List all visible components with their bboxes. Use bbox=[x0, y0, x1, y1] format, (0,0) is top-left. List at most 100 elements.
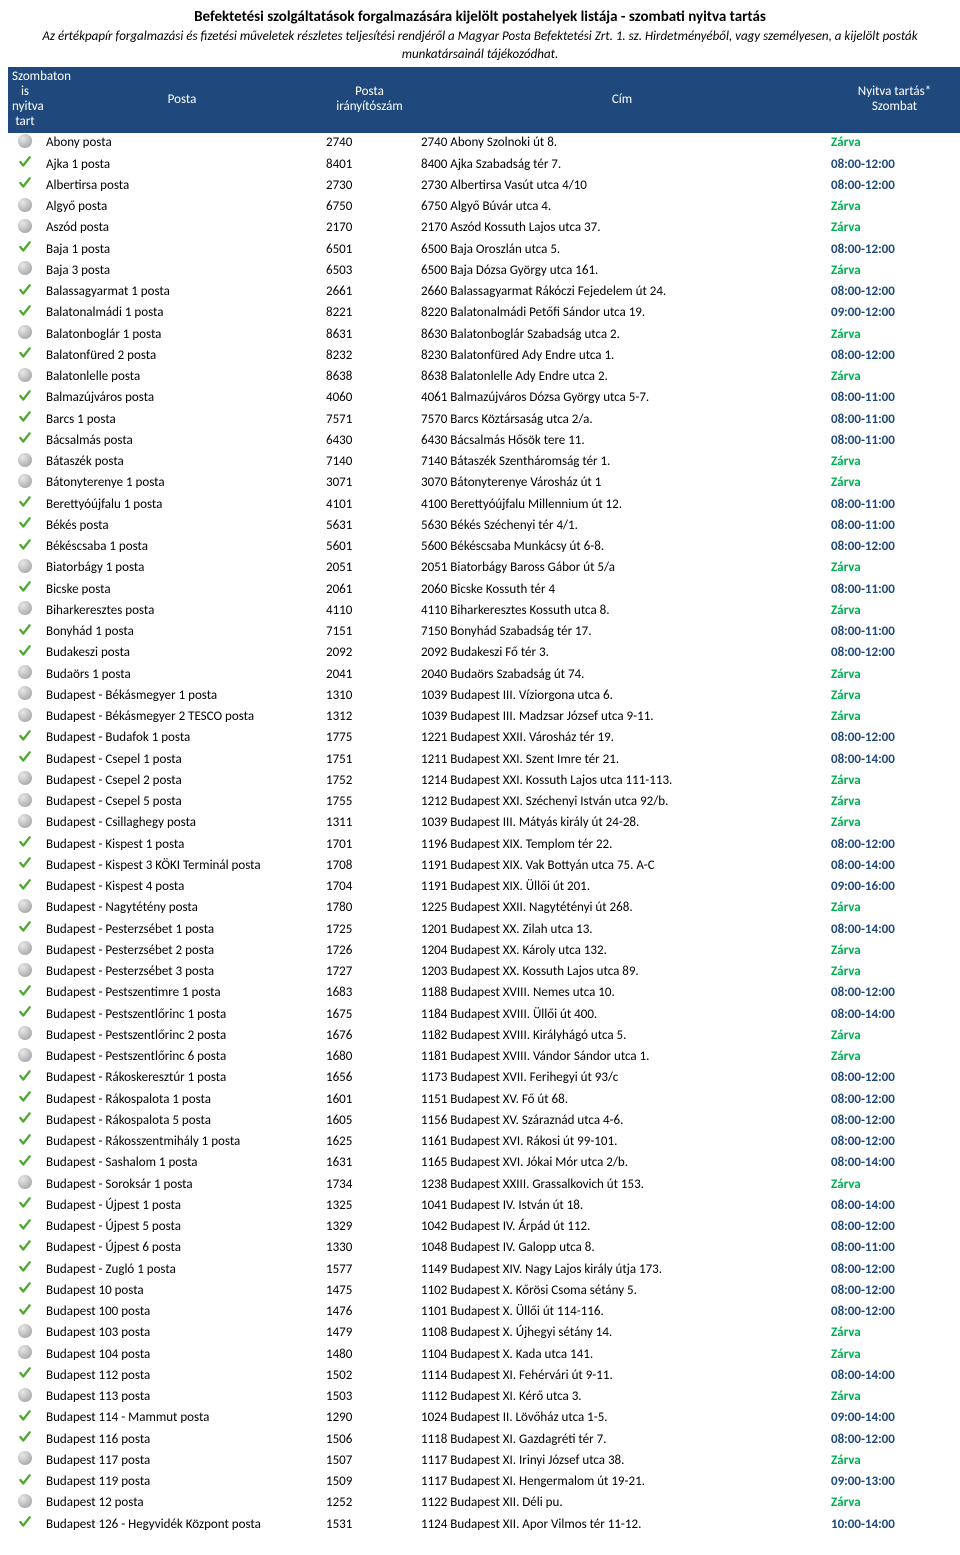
cell-address: 1039 Budapest III. Víziorgona utca 6. bbox=[417, 685, 827, 706]
cell-zip: 6503 bbox=[322, 260, 417, 281]
cell-hours: 08:00-14:00 bbox=[827, 749, 960, 770]
cell-address: 1149 Budapest XIV. Nagy Lajos király útj… bbox=[417, 1259, 827, 1280]
cell-zip: 1656 bbox=[322, 1068, 417, 1089]
cell-posta: Budapest 103 posta bbox=[42, 1323, 322, 1344]
cell-zip: 1727 bbox=[322, 962, 417, 983]
cell-posta: Budapest - Újpest 5 posta bbox=[42, 1217, 322, 1238]
cell-posta: Baja 1 posta bbox=[42, 239, 322, 260]
table-row: Budapest - Csepel 2 posta17521214 Budape… bbox=[8, 770, 960, 791]
cell-posta: Budapest - Pestszentlőrinc 2 posta bbox=[42, 1025, 322, 1046]
open-check-icon bbox=[8, 1514, 42, 1535]
cell-zip: 1752 bbox=[322, 770, 417, 791]
closed-dot-icon bbox=[8, 260, 42, 281]
cell-zip: 1502 bbox=[322, 1365, 417, 1386]
cell-hours: 08:00-12:00 bbox=[827, 1302, 960, 1323]
cell-address: 1117 Budapest XI. Irinyi József utca 38. bbox=[417, 1450, 827, 1471]
table-row: Bonyhád 1 posta71517150 Bonyhád Szabadsá… bbox=[8, 622, 960, 643]
cell-hours: 08:00-12:00 bbox=[827, 282, 960, 303]
open-check-icon bbox=[8, 515, 42, 536]
cell-address: 1184 Budapest XVIII. Üllői út 400. bbox=[417, 1004, 827, 1025]
open-check-icon bbox=[8, 303, 42, 324]
cell-posta: Budapest 114 - Mammut posta bbox=[42, 1408, 322, 1429]
cell-hours: Zárva bbox=[827, 452, 960, 473]
cell-zip: 1312 bbox=[322, 707, 417, 728]
cell-zip: 8638 bbox=[322, 367, 417, 388]
open-check-icon bbox=[8, 537, 42, 558]
cell-hours: Zárva bbox=[827, 473, 960, 494]
closed-dot-icon bbox=[8, 1323, 42, 1344]
table-row: Albertirsa posta27302730 Albertirsa Vasú… bbox=[8, 175, 960, 196]
cell-hours: Zárva bbox=[827, 898, 960, 919]
cell-hours: Zárva bbox=[827, 600, 960, 621]
cell-zip: 2170 bbox=[322, 218, 417, 239]
open-check-icon bbox=[8, 430, 42, 451]
closed-dot-icon bbox=[8, 197, 42, 218]
cell-address: 1201 Budapest XX. Zilah utca 13. bbox=[417, 919, 827, 940]
table-row: Budapest - Kispest 3 KÖKI Terminál posta… bbox=[8, 855, 960, 876]
table-row: Budapest - Rákospalota 1 posta16011151 B… bbox=[8, 1089, 960, 1110]
cell-address: 6500 Baja Dózsa György utca 161. bbox=[417, 260, 827, 281]
table-row: Budapest 112 posta15021114 Budapest XI. … bbox=[8, 1365, 960, 1386]
cell-hours: Zárva bbox=[827, 1387, 960, 1408]
cell-address: 3070 Bátonyterenye Városház út 1 bbox=[417, 473, 827, 494]
table-row: Budapest - Sashalom 1 posta16311165 Buda… bbox=[8, 1153, 960, 1174]
cell-hours: 08:00-14:00 bbox=[827, 1365, 960, 1386]
cell-zip: 5601 bbox=[322, 537, 417, 558]
table-row: Berettyóújfalu 1 posta41014100 Berettyóú… bbox=[8, 494, 960, 515]
table-row: Budapest - Újpest 6 posta13301048 Budape… bbox=[8, 1238, 960, 1259]
cell-posta: Budapest - Nagytétény posta bbox=[42, 898, 322, 919]
table-row: Budapest 119 posta15091117 Budapest XI. … bbox=[8, 1472, 960, 1493]
cell-hours: Zárva bbox=[827, 218, 960, 239]
cell-posta: Bácsalmás posta bbox=[42, 430, 322, 451]
cell-address: 1211 Budapest XXI. Szent Imre tér 21. bbox=[417, 749, 827, 770]
cell-address: 2051 Biatorbágy Baross Gábor út 5/a bbox=[417, 558, 827, 579]
table-row: Budapest - Pesterzsébet 3 posta17271203 … bbox=[8, 962, 960, 983]
table-row: Budapest - Békásmegyer 1 posta13101039 B… bbox=[8, 685, 960, 706]
cell-posta: Balatonboglár 1 posta bbox=[42, 324, 322, 345]
cell-zip: 1479 bbox=[322, 1323, 417, 1344]
table-row: Abony posta27402740 Abony Szolnoki út 8.… bbox=[8, 133, 960, 154]
table-row: Balatonfüred 2 posta82328230 Balatonfüre… bbox=[8, 345, 960, 366]
cell-address: 7140 Bátaszék Szentháromság tér 1. bbox=[417, 452, 827, 473]
table-row: Budapest - Pestszentlőrinc 1 posta167511… bbox=[8, 1004, 960, 1025]
closed-dot-icon bbox=[8, 1387, 42, 1408]
cell-address: 1024 Budapest II. Lövőház utca 1-5. bbox=[417, 1408, 827, 1429]
cell-address: 1221 Budapest XXII. Városház tér 19. bbox=[417, 728, 827, 749]
cell-posta: Barcs 1 posta bbox=[42, 409, 322, 430]
open-check-icon bbox=[8, 388, 42, 409]
table-row: Baja 1 posta65016500 Baja Oroszlán utca … bbox=[8, 239, 960, 260]
cell-address: 1117 Budapest XI. Hengermalom út 19-21. bbox=[417, 1472, 827, 1493]
open-check-icon bbox=[8, 175, 42, 196]
cell-hours: 08:00-11:00 bbox=[827, 1238, 960, 1259]
cell-posta: Budaörs 1 posta bbox=[42, 664, 322, 685]
page-title: Befektetési szolgáltatások forgalmazásár… bbox=[8, 4, 952, 28]
table-row: Budapest - Csepel 5 posta17551212 Budape… bbox=[8, 792, 960, 813]
closed-dot-icon bbox=[8, 707, 42, 728]
cell-zip: 1503 bbox=[322, 1387, 417, 1408]
cell-zip: 1475 bbox=[322, 1280, 417, 1301]
closed-dot-icon bbox=[8, 792, 42, 813]
cell-address: 7570 Barcs Köztársaság utca 2/a. bbox=[417, 409, 827, 430]
cell-address: 1114 Budapest XI. Fehérvári út 9-11. bbox=[417, 1365, 827, 1386]
cell-hours: Zárva bbox=[827, 558, 960, 579]
cell-posta: Balassagyarmat 1 posta bbox=[42, 282, 322, 303]
cell-zip: 2740 bbox=[322, 133, 417, 154]
table-row: Budapest - Soroksár 1 posta17341238 Buda… bbox=[8, 1174, 960, 1195]
cell-address: 2092 Budakeszi Fő tér 3. bbox=[417, 643, 827, 664]
cell-zip: 1680 bbox=[322, 1047, 417, 1068]
cell-zip: 2051 bbox=[322, 558, 417, 579]
table-row: Budapest - Zugló 1 posta15771149 Budapes… bbox=[8, 1259, 960, 1280]
cell-zip: 1311 bbox=[322, 813, 417, 834]
closed-dot-icon bbox=[8, 1493, 42, 1514]
cell-hours: 08:00-11:00 bbox=[827, 494, 960, 515]
cell-hours: 08:00-12:00 bbox=[827, 154, 960, 175]
cell-posta: Budapest - Pesterzsébet 2 posta bbox=[42, 940, 322, 961]
cell-hours: Zárva bbox=[827, 813, 960, 834]
table-row: Budapest 10 posta14751102 Budapest X. Kő… bbox=[8, 1280, 960, 1301]
table-row: Budapest - Csillaghegy posta13111039 Bud… bbox=[8, 813, 960, 834]
cell-posta: Budapest - Kispest 4 posta bbox=[42, 877, 322, 898]
cell-hours: Zárva bbox=[827, 260, 960, 281]
cell-address: 8230 Balatonfüred Ady Endre utca 1. bbox=[417, 345, 827, 366]
cell-hours: 08:00-14:00 bbox=[827, 919, 960, 940]
cell-posta: Budapest - Békásmegyer 1 posta bbox=[42, 685, 322, 706]
